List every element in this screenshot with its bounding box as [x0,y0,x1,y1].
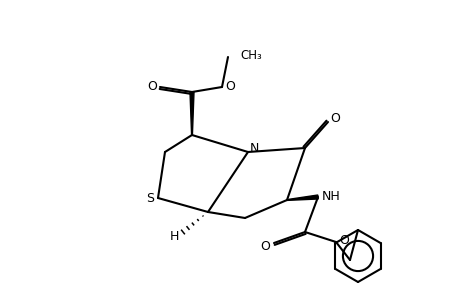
Text: S: S [146,191,154,205]
Text: O: O [147,80,157,92]
Polygon shape [190,92,194,135]
Text: O: O [259,239,269,253]
Text: H: H [169,230,178,242]
Text: O: O [330,112,339,124]
Text: CH₃: CH₃ [240,49,261,62]
Polygon shape [286,195,318,200]
Text: NH: NH [321,190,340,202]
Text: O: O [224,80,235,92]
Text: N: N [249,142,258,154]
Text: O: O [338,235,348,248]
